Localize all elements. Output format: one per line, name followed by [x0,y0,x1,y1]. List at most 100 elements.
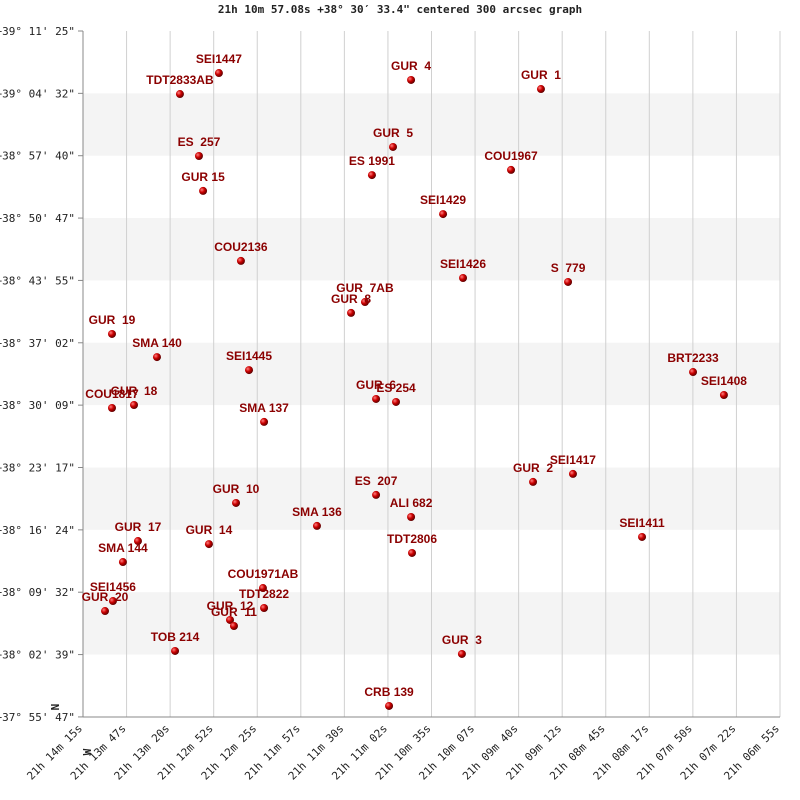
star [236,256,245,265]
star-label: GUR 4 [391,59,431,73]
star-label: GUR 20 [82,590,129,604]
star-label: SEI1429 [420,193,466,207]
star-label: GUR 3 [442,633,482,647]
star [536,85,545,94]
star [439,210,448,219]
compass-north: N [49,704,62,711]
star-label: GUR 8 [331,292,371,306]
y-tick-label: +38° 02' 39" [0,649,75,662]
star [175,90,184,99]
star-label: GUR 19 [89,313,136,327]
star [229,621,238,630]
chart-title: 21h 10m 57.08s +38° 30′ 33.4" centered 3… [218,3,582,16]
star-label: SEI1417 [550,453,596,467]
star [107,404,116,413]
star-label: CRB 139 [364,685,414,699]
star-label: SEI1445 [226,349,272,363]
star-label: BRT2233 [667,351,719,365]
star-label: GUR 1 [521,68,561,82]
star [568,469,577,478]
compass-west: W [81,748,94,755]
star [194,152,203,161]
star [130,400,139,409]
star [367,171,376,180]
star-label: ES 207 [355,474,398,488]
star-label: GUR 6 [356,378,396,392]
star [507,165,516,174]
y-tick-label: +38° 37' 02" [0,337,75,350]
star-label: GUR 2 [513,461,553,475]
y-tick-label: +39° 04' 32" [0,87,75,100]
star [171,646,180,655]
star-label: GUR 15 [181,170,225,184]
star-label: SMA 137 [239,401,289,415]
star [360,298,369,307]
star-label: SEI1447 [196,52,242,66]
star-label: GUR 11 [211,605,257,619]
star-label: TOB 214 [151,630,200,644]
y-tick-label: +38° 30' 09" [0,399,75,412]
star [108,597,117,606]
star-label: GUR 14 [186,523,233,537]
star [260,604,269,613]
star [372,394,381,403]
star-label: TDT2822 [239,587,289,601]
star [258,584,267,593]
star-label: ES 1991 [349,154,395,168]
star-label: SEI1426 [440,257,486,271]
y-tick-label: +38° 16' 24" [0,524,75,537]
star-label: TDT2833AB [146,73,214,87]
star [199,186,208,195]
star-label: S 779 [551,261,586,275]
star-label: GUR 5 [373,126,413,140]
star-label: ES 257 [178,135,221,149]
star-label: COU1817 [85,387,139,401]
star-label: COU1967 [484,149,538,163]
star [407,513,416,522]
star-label: GUR 7AB [336,281,394,295]
y-tick-label: +38° 43' 55" [0,274,75,287]
star [118,558,127,567]
star [107,329,116,338]
y-tick-label: +37° 55' 47" [0,711,75,724]
star [689,368,698,377]
star-label: SEI1456 [90,580,136,594]
star [133,537,142,546]
star [204,540,213,549]
star-label: COU1971AB [228,567,299,581]
star-label: ALI 682 [390,496,433,510]
star [260,417,269,426]
star [389,142,398,151]
star [385,701,394,710]
star-label: SMA 136 [292,505,342,519]
star [312,521,321,530]
star [232,498,241,507]
star [152,353,161,362]
star [719,391,728,400]
star-label: GUR 18 [111,384,158,398]
y-tick-label: +38° 09' 32" [0,586,75,599]
star-label: ES 254 [376,381,416,395]
star [408,548,417,557]
star [638,532,647,541]
star [347,308,356,317]
star [407,75,416,84]
star [372,490,381,499]
star-label: GUR 17 [115,520,162,534]
star [245,366,254,375]
star [529,477,538,486]
star [457,649,466,658]
star-label: TDT2806 [387,532,437,546]
star-label: SMA 144 [98,541,148,555]
star [214,69,223,78]
star-label: SEI1408 [701,374,747,388]
star [459,274,468,283]
star-label: SMA 140 [132,336,182,350]
y-tick-label: +38° 23' 17" [0,461,75,474]
star [392,397,401,406]
star-label: COU2136 [214,240,268,254]
y-tick-label: +38° 57' 40" [0,150,75,163]
star [226,615,235,624]
y-tick-label: +39° 11' 25" [0,25,75,38]
